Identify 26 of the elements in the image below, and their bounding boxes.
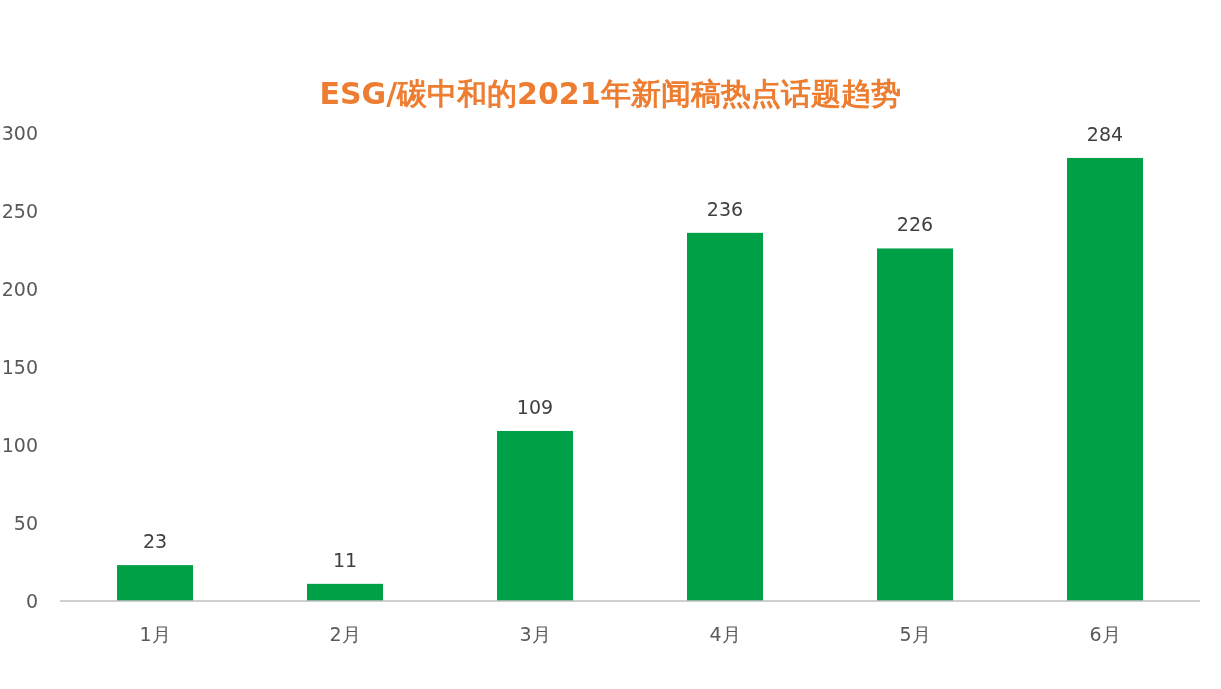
bar [497, 430, 573, 601]
bar [117, 565, 193, 601]
data-label: 236 [706, 197, 744, 220]
data-label: 23 [142, 530, 168, 553]
data-label: 11 [332, 548, 358, 571]
bar [687, 232, 763, 601]
data-label: 284 [1086, 122, 1124, 145]
y-tick-label: 50 [13, 512, 38, 534]
data-label: 226 [896, 213, 934, 236]
x-tick-label: 6月 [1089, 623, 1121, 645]
y-tick-label: 200 [1, 278, 38, 300]
data-label: 109 [516, 395, 554, 418]
y-tick-label: 250 [1, 200, 38, 222]
y-tick-label: 100 [1, 434, 38, 456]
bar [877, 248, 953, 601]
x-tick-label: 4月 [709, 623, 741, 645]
bar [1067, 157, 1143, 601]
x-tick-label: 5月 [899, 623, 931, 645]
y-tick-label: 300 [1, 122, 38, 144]
x-tick-label: 1月 [139, 623, 171, 645]
y-tick-label: 0 [25, 590, 38, 612]
chart-title: ESG/碳中和的2021年新闻稿热点话题趋势 [319, 76, 901, 111]
y-tick-label: 150 [1, 356, 38, 378]
bar [307, 583, 383, 601]
x-tick-label: 3月 [519, 623, 551, 645]
x-tick-label: 2月 [329, 623, 361, 645]
